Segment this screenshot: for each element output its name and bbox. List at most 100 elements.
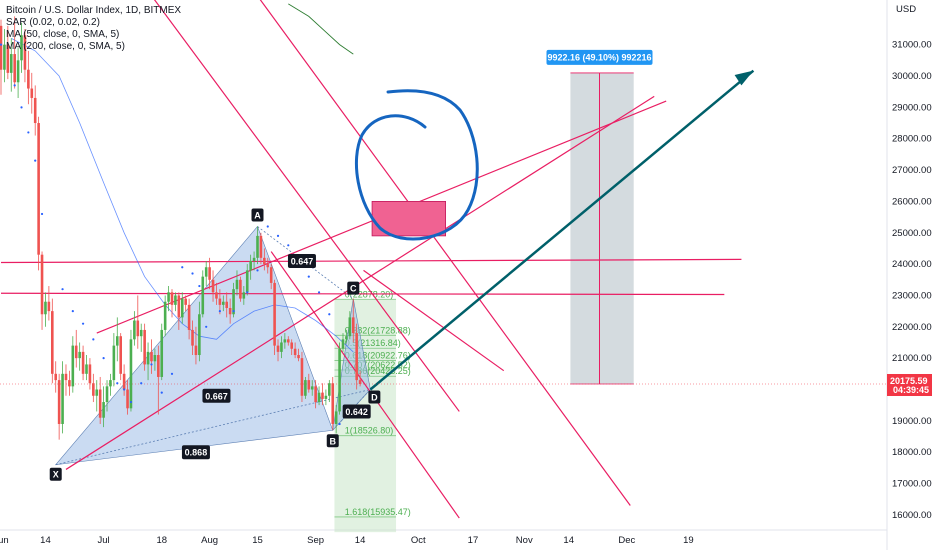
candle[interactable] [307,373,311,393]
candle[interactable] [20,22,23,73]
candle[interactable] [358,370,362,387]
candle[interactable] [150,339,153,374]
candle[interactable] [256,226,259,265]
candle[interactable] [266,257,270,274]
candle[interactable] [9,38,13,92]
candle[interactable] [228,298,232,324]
candle[interactable] [273,279,276,356]
hand-drawn-circle[interactable] [355,89,479,241]
candle[interactable] [47,286,51,321]
candle[interactable] [30,72,34,114]
candle[interactable] [54,361,58,393]
candle[interactable] [71,336,75,393]
candle[interactable] [242,286,246,305]
candle[interactable] [119,333,122,381]
candle[interactable] [198,301,201,362]
annotations[interactable] [355,89,479,241]
candle[interactable] [126,380,129,415]
candle[interactable] [61,361,64,434]
candle[interactable] [95,380,99,412]
candle[interactable] [44,292,47,327]
candle[interactable] [290,339,293,356]
descending-line-a[interactable] [134,0,460,412]
candle[interactable] [280,336,283,359]
candle[interactable] [74,329,78,368]
time-axis[interactable]: Jun 14 Jul 18 Aug 15 Sep 14 Oct 17 Nov 14 Dec 19 [0,535,694,546]
candle[interactable] [57,373,61,440]
candle[interactable] [201,270,205,318]
projection-range-box[interactable] [570,72,634,384]
candle[interactable] [187,298,191,340]
candle[interactable] [259,232,263,265]
candle[interactable] [27,50,30,105]
candle[interactable] [37,116,40,271]
candle[interactable] [115,317,119,362]
projection-box[interactable]: 9922.16 (49.10%) 992216 [546,49,653,385]
candle[interactable] [208,257,211,290]
candle[interactable] [109,373,112,396]
candle[interactable] [78,342,81,371]
candle[interactable] [283,333,287,349]
candle[interactable] [211,270,215,302]
candle[interactable] [314,380,317,409]
projection-arrow-line[interactable] [369,69,755,391]
candle[interactable] [304,376,307,399]
candle[interactable] [351,298,355,343]
channel-line-lower[interactable] [65,95,655,470]
candle[interactable] [300,351,304,403]
descending-line-c[interactable] [270,251,460,519]
candle[interactable] [133,311,136,346]
candle[interactable] [204,260,208,287]
candle[interactable] [215,282,218,305]
candle[interactable] [225,292,229,318]
candle[interactable] [348,311,352,340]
candle[interactable] [40,251,44,330]
candle[interactable] [355,323,358,390]
candle[interactable] [317,386,321,406]
candle[interactable] [334,405,338,434]
candle[interactable] [163,295,167,337]
candle[interactable] [276,339,280,362]
candle[interactable] [136,295,140,349]
candle[interactable] [191,320,194,356]
candle[interactable] [235,270,239,296]
descending-line-d[interactable] [363,269,505,372]
candle[interactable] [310,380,314,396]
horizontal-level-23k[interactable] [0,292,725,296]
price-axis[interactable]: 16000.0017000.0018000.0019000.0020000.00… [887,40,932,521]
candle[interactable] [167,286,170,312]
candle[interactable] [3,28,6,83]
highlight-box[interactable] [371,200,447,237]
candle[interactable] [51,298,54,384]
candles[interactable] [0,16,362,440]
candle[interactable] [263,248,266,271]
candle[interactable] [321,383,324,406]
candle[interactable] [174,292,177,312]
candle[interactable] [160,323,164,381]
candle[interactable] [102,386,105,428]
candle[interactable] [245,264,249,296]
candle[interactable] [341,333,345,352]
candle[interactable] [157,345,160,415]
candle[interactable] [249,254,252,280]
candle[interactable] [194,326,198,365]
descending-line-b[interactable] [240,0,631,506]
candle[interactable] [297,348,300,362]
candle[interactable] [143,323,146,371]
candle[interactable] [180,292,184,324]
candle[interactable] [328,380,331,403]
candle[interactable] [23,28,27,83]
candle[interactable] [286,336,290,346]
candle[interactable] [98,376,102,424]
candle[interactable] [293,342,297,359]
candle[interactable] [129,329,133,412]
candle[interactable] [153,348,157,371]
candle[interactable] [338,342,341,415]
candle[interactable] [6,25,10,80]
candle[interactable] [177,292,181,330]
candle[interactable] [0,19,3,95]
trendlines[interactable] [0,0,887,519]
candle[interactable] [13,16,16,89]
candle[interactable] [85,355,88,381]
projection-tag[interactable] [546,49,653,65]
